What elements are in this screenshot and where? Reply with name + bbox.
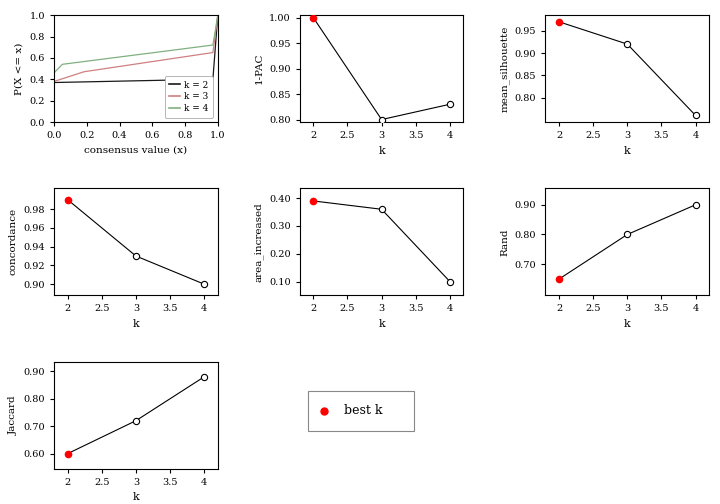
Legend: k = 2, k = 3, k = 4: k = 2, k = 3, k = 4 bbox=[165, 76, 213, 117]
X-axis label: k: k bbox=[624, 319, 631, 329]
Y-axis label: area_increased: area_increased bbox=[254, 202, 264, 282]
X-axis label: consensus value (x): consensus value (x) bbox=[84, 146, 187, 155]
Y-axis label: mean_silhouette: mean_silhouette bbox=[500, 25, 509, 112]
Y-axis label: 1-PAC: 1-PAC bbox=[254, 53, 264, 84]
X-axis label: k: k bbox=[132, 492, 139, 502]
Y-axis label: concordance: concordance bbox=[9, 208, 18, 276]
X-axis label: k: k bbox=[378, 319, 385, 329]
Y-axis label: P(X <= x): P(X <= x) bbox=[15, 42, 24, 95]
Y-axis label: Jaccard: Jaccard bbox=[9, 396, 18, 435]
X-axis label: k: k bbox=[624, 146, 631, 156]
Text: best k: best k bbox=[344, 404, 382, 417]
X-axis label: k: k bbox=[132, 319, 139, 329]
X-axis label: k: k bbox=[378, 146, 385, 156]
Y-axis label: Rand: Rand bbox=[500, 228, 509, 256]
